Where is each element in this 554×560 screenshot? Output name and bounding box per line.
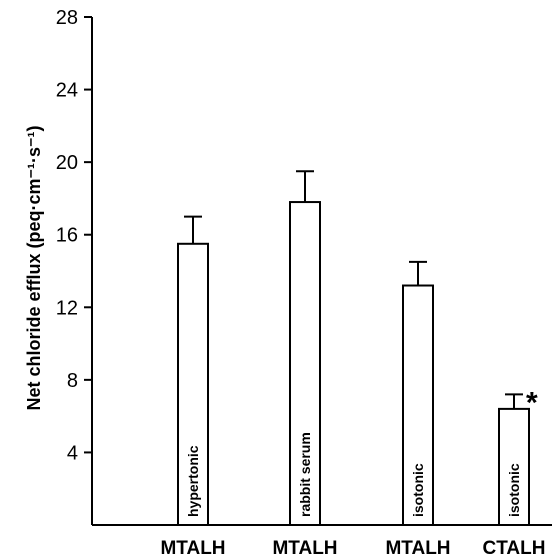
bars — [177, 170, 530, 527]
y-tick-label: 8 — [67, 370, 78, 392]
bar-inner-label: rabbit serum — [297, 432, 313, 517]
significance-marker: * — [526, 386, 538, 419]
bar — [402, 284, 434, 526]
y-axis-label: Net chloride efflux (peq·cm⁻¹·s⁻¹) — [24, 125, 44, 410]
x-category-label: MTALH — [160, 538, 225, 559]
axes: 4 8 12 16 20 24 28 — [56, 7, 552, 526]
y-tick-label: 28 — [56, 7, 78, 29]
labels: hypertonic MTALH rabbit serum MTALH isotonic… — [160, 386, 545, 559]
y-tick-label: 4 — [67, 442, 78, 464]
bar-inner-label: isotonic — [410, 463, 426, 517]
y-tick-label: 12 — [56, 297, 78, 319]
bar-inner-label: isotonic — [506, 463, 522, 517]
x-category-label: MTALH — [385, 538, 450, 559]
y-tick-label: 16 — [56, 225, 78, 247]
x-category-label: MTALH — [272, 538, 337, 559]
bar-inner-label: hypertonic — [185, 445, 201, 517]
y-tick-label: 24 — [56, 80, 78, 102]
bar — [289, 201, 321, 527]
y-tick-label: 20 — [56, 152, 78, 174]
x-category-label: CTALH — [483, 538, 546, 559]
